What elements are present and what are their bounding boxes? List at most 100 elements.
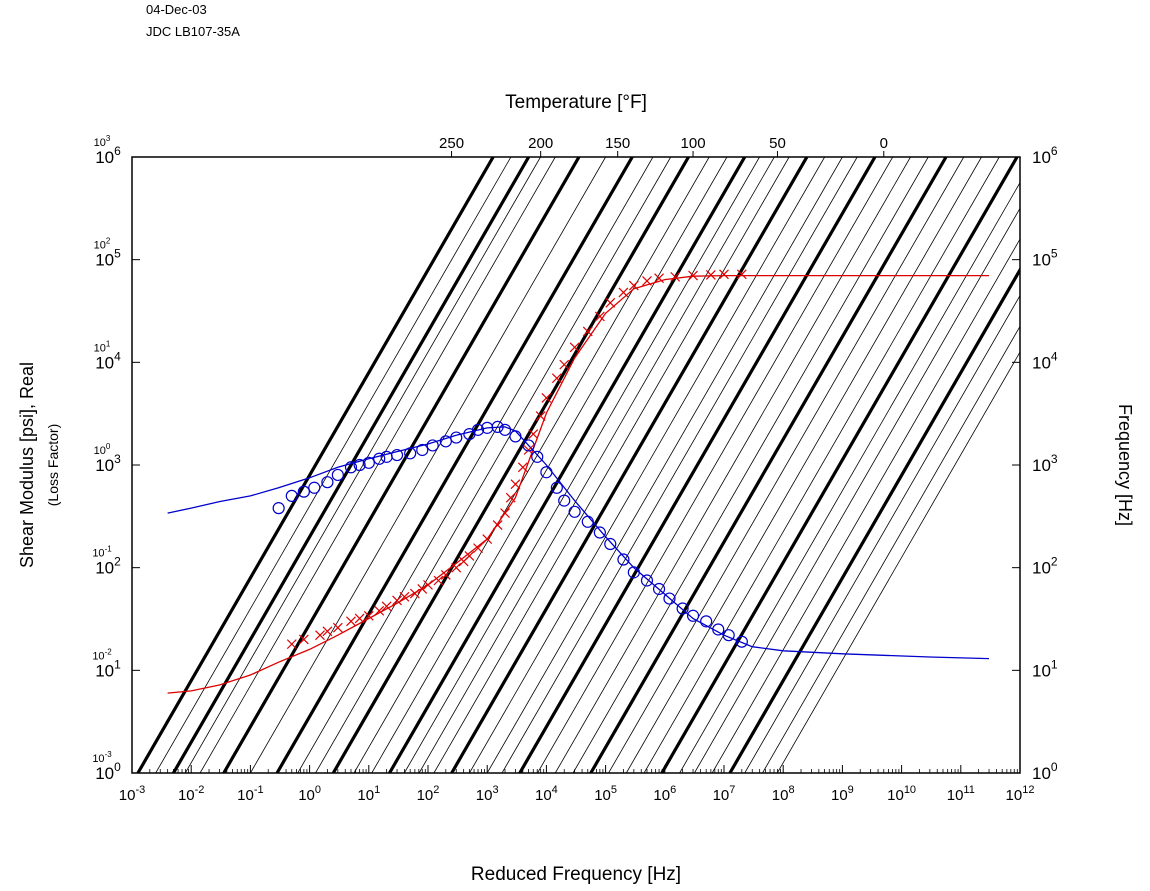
isotherm-line [572, 157, 929, 773]
loss-factor-point [663, 592, 676, 605]
isotherm-line-major [728, 266, 1020, 773]
loss-factor-point [362, 456, 375, 469]
shear-modulus-point [417, 584, 428, 594]
shear-modulus-point [423, 579, 433, 590]
y-right-tick-label: 102 [1032, 555, 1058, 578]
top-axis-label: Temperature [°F] [505, 92, 647, 113]
isotherm-line [469, 157, 825, 773]
x-tick-label: 101 [357, 784, 380, 804]
isotherm-line [418, 157, 775, 773]
x-tick-label: 104 [535, 784, 558, 804]
shear-modulus-point [381, 601, 392, 612]
y-axis-label-right: Frequency [Hz] [1115, 404, 1135, 526]
isotherm-line [433, 157, 790, 773]
shear-modulus-point [510, 479, 521, 490]
isotherm-line-major [172, 157, 531, 773]
axis-ticks [131, 151, 1021, 774]
loss-factor-point [722, 629, 735, 642]
x-tick-label: 105 [594, 784, 617, 804]
loss-factor-point [627, 566, 640, 579]
y-left-tick-label: 105 [95, 247, 121, 270]
loss-factor-point [308, 481, 321, 494]
x-tick-label: 10-2 [178, 784, 204, 804]
loss-factor-point [509, 430, 522, 443]
loss-factor-point [390, 448, 404, 462]
isotherm-line [315, 157, 672, 773]
loss-factor-point [522, 439, 535, 452]
isotherm-line-major [660, 157, 1019, 773]
x-tick-label: 108 [772, 784, 795, 804]
loss-factor-point [652, 582, 666, 596]
loss-factor-point [297, 485, 310, 498]
shear-modulus-point [736, 269, 747, 280]
loss-factor-point [604, 537, 617, 551]
loss-factor-point [331, 468, 344, 482]
isotherm-line-major [388, 157, 747, 773]
isotherm-line [776, 351, 1020, 773]
temperature-tick-label: 50 [769, 135, 786, 152]
x-tick-label: 106 [653, 784, 676, 804]
fit-curves [167, 274, 990, 694]
loss-factor-point [404, 447, 417, 460]
shear-modulus-point [618, 287, 629, 298]
y-left-tick-label: 106 [95, 144, 121, 167]
shear-modulus-point [315, 630, 325, 641]
y-left-tick-label: 103 [95, 452, 121, 475]
isotherm-line [297, 157, 654, 773]
shear-modulus-point [473, 543, 483, 554]
loss-factor-point [285, 489, 298, 503]
temperature-tick-label: 0 [880, 135, 888, 152]
loss-factor-point [568, 505, 581, 518]
isotherm-line [371, 157, 728, 773]
loss-factor-point [426, 439, 439, 452]
shear-modulus-point [705, 270, 716, 280]
isotherm-line [486, 157, 843, 773]
loss-factor-point [416, 443, 429, 457]
loss-factor-point [540, 466, 553, 479]
y-right-tick-label: 104 [1032, 349, 1058, 372]
isotherm-line [501, 157, 858, 773]
y-left-tick-label: 101 [95, 657, 121, 680]
loss-factor-point [439, 435, 452, 448]
isotherm-line [184, 157, 541, 773]
shear-modulus-point [409, 588, 420, 599]
shear-modulus-point [451, 562, 462, 573]
shear-modulus-point [517, 462, 528, 473]
isotherm-line [353, 157, 710, 773]
shear-modulus-point [582, 326, 593, 337]
temperature-tick-label: 200 [528, 135, 553, 152]
shear-modulus-point [322, 626, 333, 637]
shear-modulus-point [628, 280, 639, 291]
shear-modulus-point [363, 610, 374, 621]
shear-modulus-point [392, 595, 402, 606]
shear-modulus-point [569, 342, 580, 353]
x-tick-label: 102 [417, 784, 440, 804]
loss-factor-point [700, 615, 713, 628]
chart-sample-id-label: JDC LB107-35A [146, 24, 240, 39]
x-tick-label: 10-1 [237, 784, 263, 804]
isotherm-line [643, 157, 1000, 773]
shear-modulus-point [374, 605, 385, 616]
isotherm-line-major [136, 157, 495, 773]
loss-factor-point [593, 526, 606, 539]
x-axis-label: Reduced Frequency [Hz] [471, 864, 681, 885]
shear-modulus-point [559, 359, 570, 370]
shear-modulus-point [399, 591, 410, 602]
shear-modulus-point [332, 622, 343, 633]
shear-modulus-point [688, 270, 698, 281]
loss-factor-point [617, 553, 630, 566]
loss-factor-point [373, 452, 386, 465]
x-tick-label: 100 [298, 784, 321, 804]
x-tick-label: 1011 [947, 784, 975, 804]
isotherm-line [554, 157, 911, 773]
loss-factor-point [491, 420, 504, 434]
shear-modulus-point [298, 634, 309, 645]
loss-factor-point [272, 502, 285, 515]
isotherm-line-major [518, 157, 877, 773]
isotherm-line [199, 157, 556, 773]
y-loss-factor-tick-label: 10-2 [92, 647, 112, 662]
y-axis-label-left: Shear Modulus [psi], Real [17, 362, 37, 568]
shear-modulus-point [719, 269, 729, 280]
isotherm-lines [136, 157, 1020, 773]
shear-modulus-point [670, 271, 681, 282]
